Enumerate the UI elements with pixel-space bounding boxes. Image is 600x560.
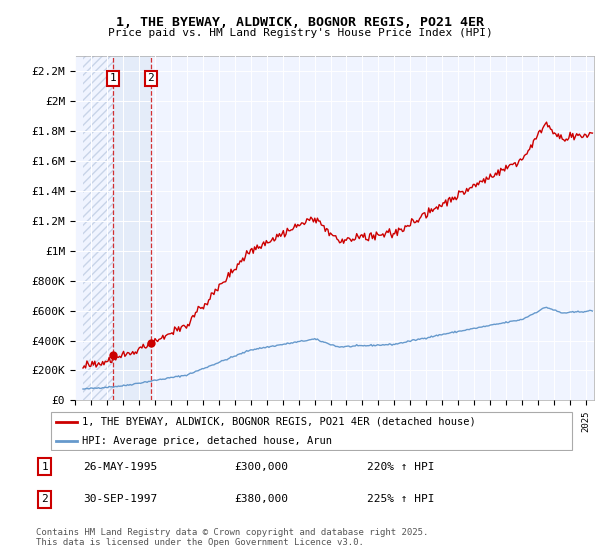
Text: Contains HM Land Registry data © Crown copyright and database right 2025.
This d: Contains HM Land Registry data © Crown c… <box>36 528 428 547</box>
Text: 30-SEP-1997: 30-SEP-1997 <box>83 494 157 505</box>
Text: £300,000: £300,000 <box>235 461 289 472</box>
Text: Price paid vs. HM Land Registry's House Price Index (HPI): Price paid vs. HM Land Registry's House … <box>107 28 493 38</box>
Bar <box>83 56 113 400</box>
Text: 26-MAY-1995: 26-MAY-1995 <box>83 461 157 472</box>
Text: 2: 2 <box>148 73 154 83</box>
FancyBboxPatch shape <box>50 412 572 450</box>
Text: 2: 2 <box>41 494 48 505</box>
Text: 1: 1 <box>41 461 48 472</box>
Bar <box>113 56 151 400</box>
Text: 1, THE BYEWAY, ALDWICK, BOGNOR REGIS, PO21 4ER: 1, THE BYEWAY, ALDWICK, BOGNOR REGIS, PO… <box>116 16 484 29</box>
Text: HPI: Average price, detached house, Arun: HPI: Average price, detached house, Arun <box>82 436 332 446</box>
Text: £380,000: £380,000 <box>235 494 289 505</box>
Text: 1, THE BYEWAY, ALDWICK, BOGNOR REGIS, PO21 4ER (detached house): 1, THE BYEWAY, ALDWICK, BOGNOR REGIS, PO… <box>82 417 476 427</box>
Text: 1: 1 <box>110 73 117 83</box>
Text: 225% ↑ HPI: 225% ↑ HPI <box>367 494 434 505</box>
Text: 220% ↑ HPI: 220% ↑ HPI <box>367 461 434 472</box>
